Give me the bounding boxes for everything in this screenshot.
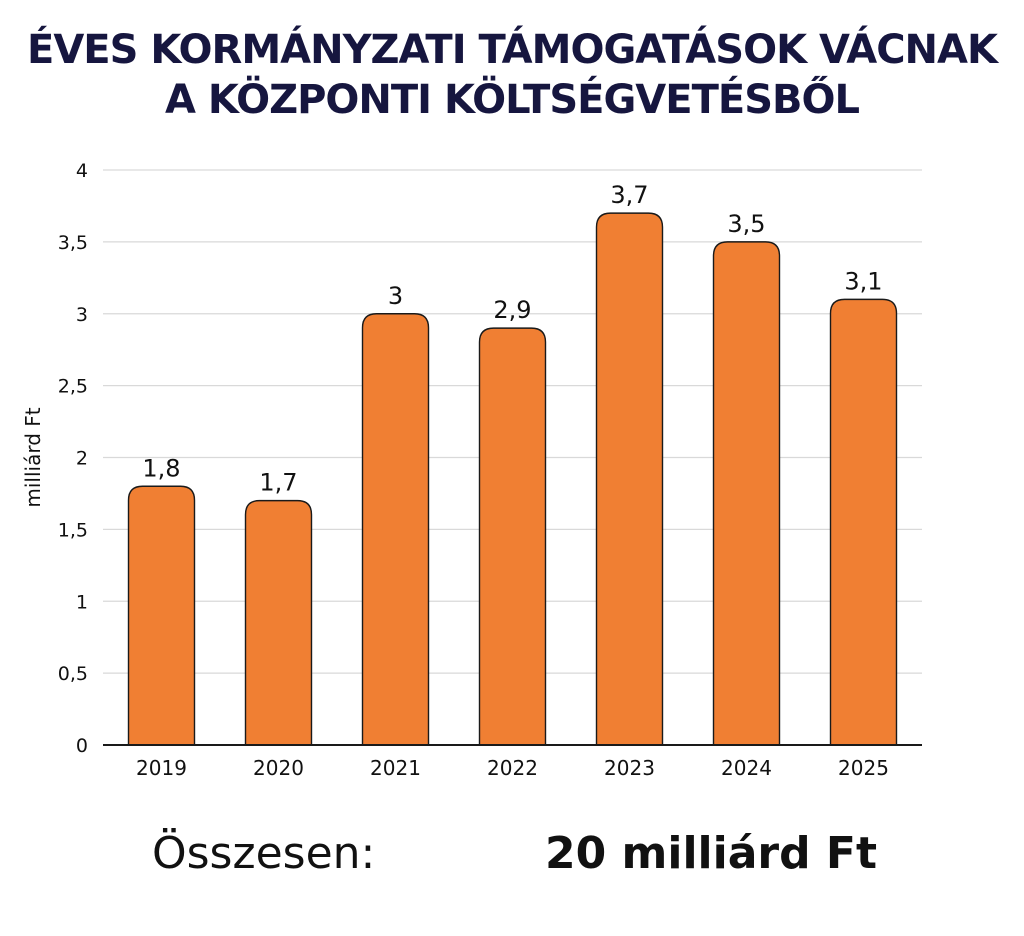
- chart-title-line-1: ÉVES KORMÁNYZATI TÁMOGATÁSOK VÁCNAK: [27, 27, 998, 73]
- data-label-2025: 3,1: [844, 267, 882, 295]
- y-tick-label: 2: [76, 448, 88, 470]
- data-label-2019: 1,8: [142, 454, 180, 482]
- chart-title-line-2: A KÖZPONTI KÖLTSÉGVETÉSBŐL: [165, 77, 860, 123]
- y-tick-label: 1,5: [58, 519, 88, 541]
- x-tick-label: 2022: [487, 756, 538, 780]
- y-tick-label: 0: [76, 735, 88, 757]
- x-tick-label: 2020: [253, 756, 304, 780]
- data-label-2022: 2,9: [493, 296, 531, 324]
- bar-2021: [361, 313, 430, 746]
- y-tick-label: 1: [76, 591, 88, 613]
- y-tick-label: 3: [76, 304, 88, 326]
- y-tick-label: 3,5: [58, 232, 88, 254]
- bar-chart: 0 0,5 1 1,5 2 2,5 3 3,5 4 milliárd Ft 1,8 2019 1,7 20…: [21, 160, 922, 780]
- x-tick-label: 2021: [370, 756, 421, 780]
- y-axis-title: milliárd Ft: [21, 407, 45, 507]
- bar-2022: [478, 327, 547, 746]
- y-tick-label: 0,5: [58, 663, 88, 685]
- bar-2025: [829, 298, 898, 746]
- y-tick-label: 2,5: [58, 376, 88, 398]
- x-tick-label: 2025: [838, 756, 889, 780]
- bar-2020: [244, 499, 313, 746]
- bar-2019: [127, 485, 196, 746]
- x-tick-label: 2019: [136, 756, 187, 780]
- data-label-2020: 1,7: [259, 469, 297, 497]
- bar-2023: [595, 212, 664, 746]
- data-label-2021: 3: [388, 282, 403, 310]
- total-value: 20 milliárd Ft: [545, 828, 878, 879]
- x-tick-label: 2024: [721, 756, 772, 780]
- data-label-2023: 3,7: [610, 181, 648, 209]
- total-label: Összesen:: [152, 828, 376, 879]
- y-tick-label: 4: [76, 160, 88, 182]
- bar-2024: [712, 241, 781, 746]
- x-tick-label: 2023: [604, 756, 655, 780]
- data-label-2024: 3,5: [727, 210, 765, 238]
